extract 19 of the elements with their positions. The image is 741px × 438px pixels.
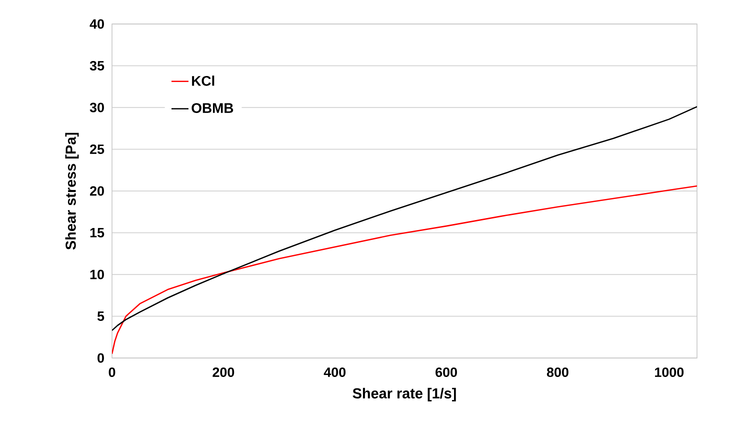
x-tick-label: 400 — [324, 368, 346, 378]
x-tick-label: 0 — [108, 368, 116, 378]
x-tick-label: 200 — [212, 368, 234, 378]
x-tick-label: 600 — [436, 368, 457, 378]
legend-label: KCl — [192, 76, 214, 86]
y-tick-label: 10 — [90, 270, 104, 280]
y-axis-title: Shear stress [Pa] — [65, 132, 79, 250]
y-tick-label: 15 — [90, 228, 104, 238]
y-tick-label: 30 — [90, 102, 104, 112]
y-tick-label: 20 — [90, 186, 104, 196]
legend-label: OBMB — [192, 103, 234, 114]
y-tick-label: 25 — [90, 144, 104, 154]
x-tick-label: 1000 — [655, 368, 684, 378]
x-tick-label: 800 — [546, 368, 568, 378]
y-tick-label: 0 — [98, 353, 104, 363]
x-axis-title: Shear rate [1/s] — [352, 388, 456, 402]
y-tick-label: 40 — [90, 19, 104, 29]
y-tick-label: 35 — [90, 60, 104, 71]
y-tick-label: 5 — [97, 312, 104, 321]
